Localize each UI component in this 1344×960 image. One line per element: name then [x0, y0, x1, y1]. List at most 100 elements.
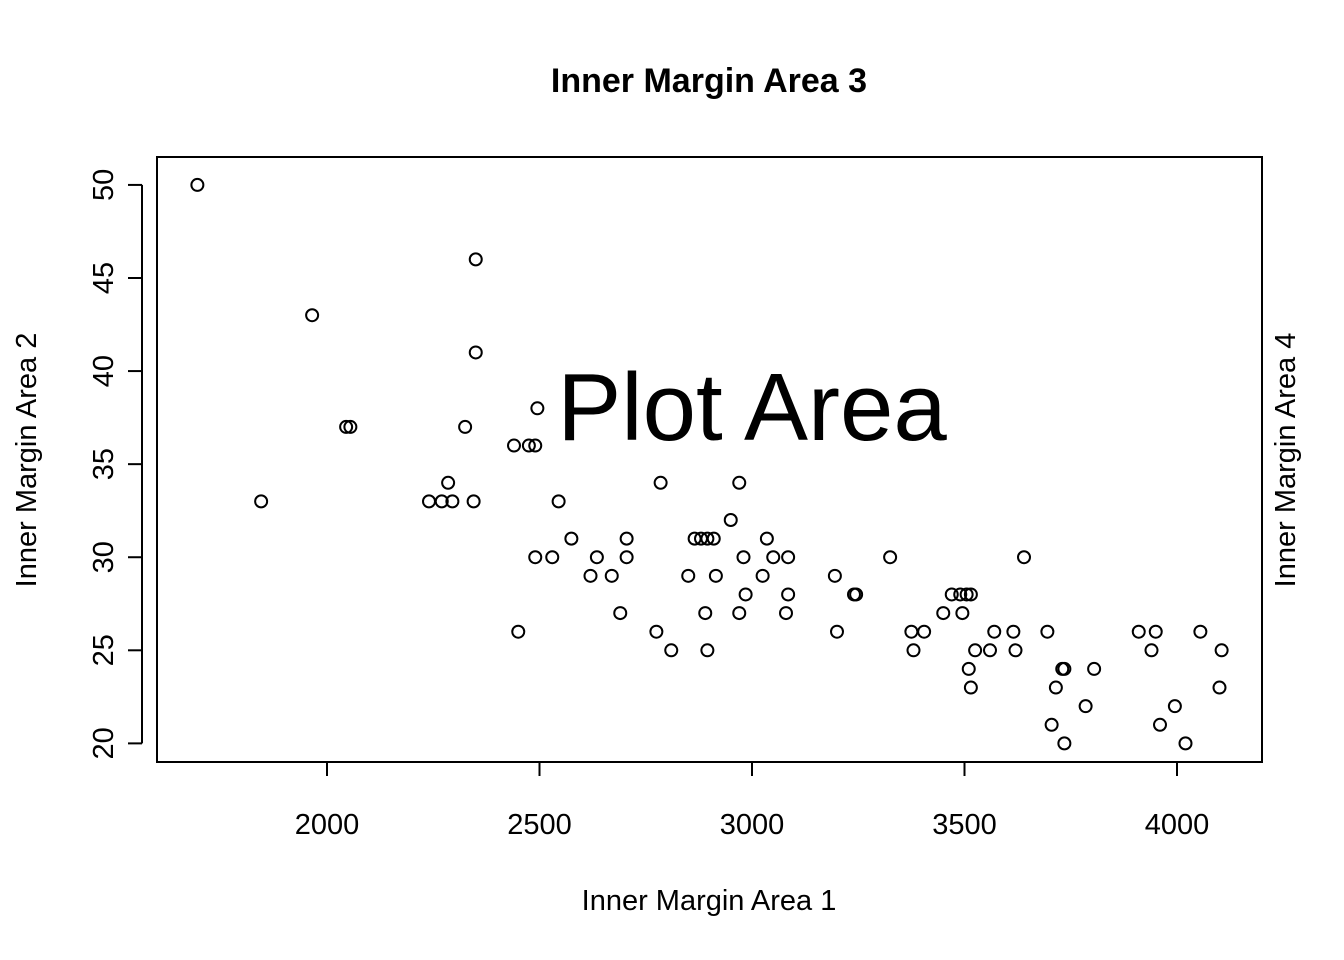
data-point	[1040, 624, 1055, 639]
data-point	[959, 587, 974, 602]
data-point	[434, 494, 449, 509]
data-point	[983, 643, 997, 658]
data-point	[706, 531, 721, 546]
data-point	[551, 494, 566, 509]
data-points	[190, 177, 1229, 751]
data-point	[955, 606, 970, 621]
data-point	[759, 531, 774, 546]
data-point	[736, 550, 751, 565]
data-point	[653, 475, 668, 490]
data-point	[1087, 661, 1102, 676]
data-point	[698, 606, 713, 621]
x-axis: 2000 2500 3000 3500 4000	[295, 761, 1210, 841]
data-point	[1008, 643, 1023, 658]
data-point	[968, 643, 983, 658]
data-point	[1044, 717, 1059, 732]
y-tick-label: 35	[88, 448, 120, 480]
data-point	[963, 680, 978, 695]
data-point	[649, 624, 664, 639]
data-point	[339, 419, 354, 434]
data-point	[827, 568, 842, 583]
y-axis: 20 25 30 35 40 45 50	[88, 169, 143, 760]
x-tick-label: 2500	[507, 809, 572, 841]
y-tick-label: 25	[88, 634, 120, 666]
data-point	[305, 308, 320, 323]
data-point	[917, 624, 932, 639]
data-point	[1131, 624, 1146, 639]
data-point	[619, 550, 634, 565]
x-tick-label: 2000	[295, 809, 360, 841]
data-point	[1057, 736, 1072, 751]
chart-title: Inner Margin Area 3	[551, 62, 867, 100]
data-point	[830, 624, 844, 639]
data-point	[987, 624, 1002, 639]
y-tick-label: 30	[88, 541, 120, 573]
data-point	[944, 587, 959, 602]
data-point	[613, 606, 628, 621]
data-point	[1078, 699, 1093, 714]
data-point	[441, 475, 456, 490]
data-point	[468, 252, 483, 267]
data-point	[564, 531, 579, 546]
y-tick-label: 40	[88, 355, 120, 387]
data-point	[466, 494, 481, 509]
data-point	[458, 419, 473, 434]
data-point	[1006, 624, 1021, 639]
x-tick-label: 3500	[932, 809, 997, 841]
data-point	[545, 550, 560, 565]
data-point	[583, 568, 598, 583]
data-point	[604, 568, 619, 583]
data-point	[445, 494, 460, 509]
y-axis-label: Inner Margin Area 2	[11, 333, 43, 588]
y-tick-label: 50	[88, 169, 120, 201]
data-point	[961, 661, 976, 676]
data-point	[781, 550, 796, 565]
data-point	[963, 587, 978, 602]
data-point	[589, 550, 604, 565]
x-tick-label: 4000	[1145, 809, 1210, 841]
data-point	[738, 587, 753, 602]
data-point	[708, 568, 723, 583]
data-point	[953, 587, 968, 602]
data-point	[1167, 699, 1182, 714]
data-point	[883, 550, 898, 565]
right-margin-label: Inner Margin Area 4	[1270, 333, 1302, 588]
y-tick-label: 45	[88, 262, 120, 294]
data-point	[700, 531, 715, 546]
data-point	[422, 494, 436, 509]
x-axis-label: Inner Margin Area 1	[582, 885, 837, 917]
data-point	[664, 643, 679, 658]
data-point	[619, 531, 634, 546]
data-point	[732, 606, 747, 621]
plot-area-annotation: Plot Area	[557, 354, 947, 461]
data-point	[507, 438, 521, 453]
data-point	[468, 345, 483, 360]
data-point	[1017, 550, 1031, 565]
data-point	[732, 475, 747, 490]
data-point	[781, 587, 796, 602]
x-tick-label: 3000	[720, 809, 785, 841]
data-point	[1048, 680, 1063, 695]
data-point	[1057, 661, 1072, 676]
data-point	[343, 419, 358, 434]
data-point	[766, 550, 781, 565]
data-point	[936, 606, 951, 621]
data-point	[1148, 624, 1163, 639]
data-point	[1144, 643, 1159, 658]
data-point	[1212, 680, 1227, 695]
data-point	[700, 643, 715, 658]
data-point	[1153, 717, 1167, 732]
data-point	[528, 438, 543, 453]
data-point	[1214, 643, 1229, 658]
data-point	[904, 624, 919, 639]
data-point	[755, 568, 770, 583]
data-point	[530, 401, 545, 416]
data-point	[779, 606, 793, 621]
data-point	[521, 438, 536, 453]
data-point	[528, 550, 543, 565]
data-point	[723, 513, 738, 527]
data-point	[681, 568, 696, 583]
data-point	[849, 587, 864, 602]
data-point	[906, 643, 921, 658]
data-point	[254, 494, 269, 509]
